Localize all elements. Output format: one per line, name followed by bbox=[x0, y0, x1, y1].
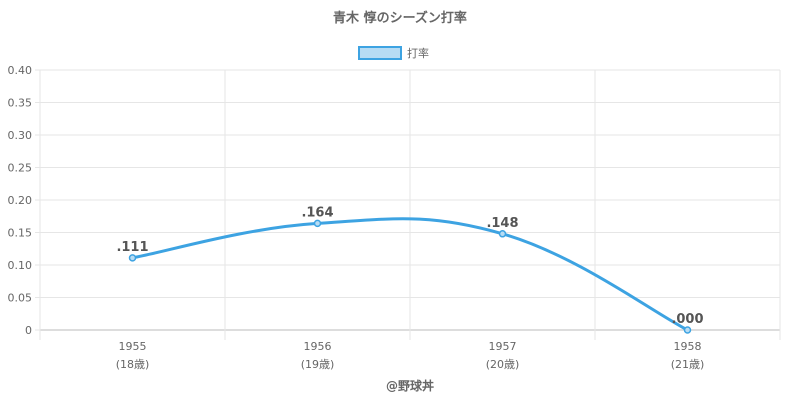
data-label: .000 bbox=[671, 312, 703, 327]
y-tick-label: 0.05 bbox=[8, 292, 33, 305]
data-point[interactable] bbox=[313, 219, 322, 228]
legend-label: 打率 bbox=[407, 46, 429, 60]
grid bbox=[39, 69, 781, 340]
x-tick-label: 1956 bbox=[304, 340, 332, 353]
x-tick-label: 1955 bbox=[119, 340, 147, 353]
x-tick-label: 1957 bbox=[489, 340, 517, 353]
axes: 0 0.05 0.10 0.15 0.20 0.25 0.30 0.35 0.40 1955 (18… bbox=[8, 64, 705, 371]
data-point[interactable] bbox=[498, 230, 507, 238]
x-tick-sublabel: (20歳) bbox=[486, 358, 520, 371]
x-tick-sublabel: (21歳) bbox=[671, 358, 705, 371]
x-tick-label: 1958 bbox=[674, 340, 702, 353]
data-label: .164 bbox=[301, 205, 333, 220]
y-tick-label: 0.30 bbox=[8, 129, 33, 142]
data-label: .111 bbox=[116, 240, 148, 255]
series-line bbox=[132, 217, 689, 332]
data-labels: .111 .164 .148 .000 bbox=[116, 205, 703, 327]
y-tick-label: 0.20 bbox=[8, 194, 33, 207]
y-tick-label: 0.35 bbox=[8, 97, 33, 110]
legend-swatch bbox=[358, 46, 402, 60]
y-tick-label: 0.40 bbox=[8, 64, 33, 77]
data-point[interactable] bbox=[683, 326, 692, 334]
y-tick-label: 0.15 bbox=[8, 227, 33, 240]
chart-title: 青木 惇のシーズン打率 bbox=[333, 10, 467, 26]
y-tick-label: 0 bbox=[25, 324, 32, 337]
y-tick-label: 0.25 bbox=[8, 162, 33, 175]
y-tick-label: 0.10 bbox=[8, 259, 33, 272]
legend[interactable]: 打率 bbox=[358, 46, 429, 60]
x-tick-sublabel: (18歳) bbox=[116, 358, 150, 371]
credit-text: @野球丼 bbox=[386, 378, 434, 393]
data-label: .148 bbox=[486, 216, 518, 231]
x-tick-sublabel: (19歳) bbox=[301, 358, 335, 371]
data-point[interactable] bbox=[128, 254, 137, 262]
series-layer bbox=[128, 217, 692, 334]
